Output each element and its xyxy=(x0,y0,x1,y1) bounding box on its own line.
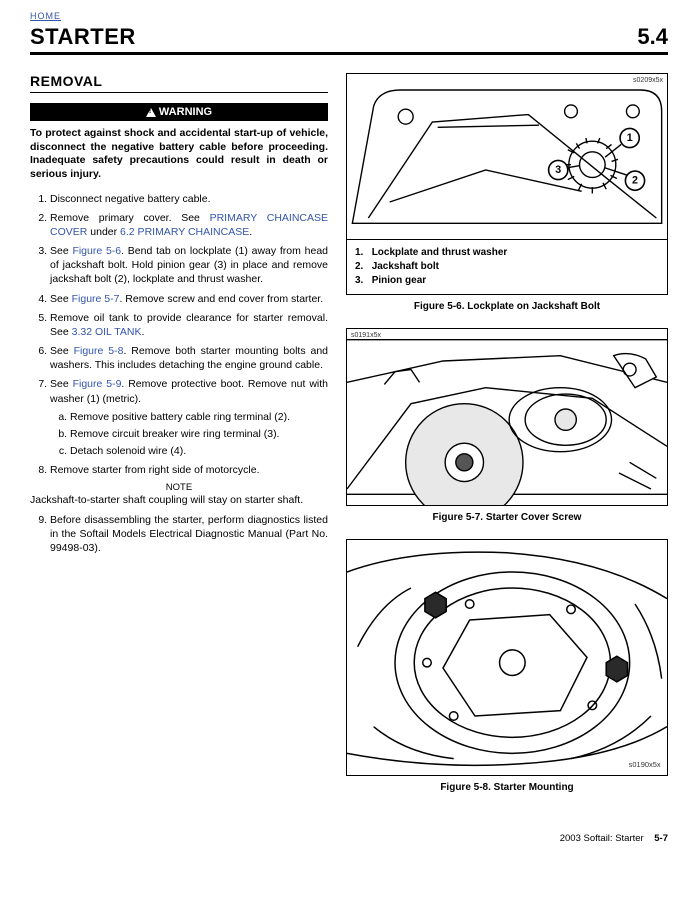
svg-text:2: 2 xyxy=(632,175,638,187)
section-number: 5.4 xyxy=(637,24,668,50)
note-text: Jackshaft-to-starter shaft coupling will… xyxy=(30,493,328,507)
xref-oil-tank[interactable]: 3.32 OIL TANK xyxy=(72,326,142,338)
figure-5-8: s0190x5x xyxy=(346,539,668,776)
xref-fig-5-9[interactable]: Figure 5-9 xyxy=(73,378,122,390)
step-3: See Figure 5-6. Bend tab on lockplate (1… xyxy=(50,244,328,287)
svg-text:3: 3 xyxy=(555,164,561,176)
step-1: Disconnect negative battery cable. xyxy=(50,192,328,206)
fig-code-5-6: s0209x5x xyxy=(633,77,663,84)
page-header: STARTER 5.4 xyxy=(30,24,668,55)
warning-triangle-icon xyxy=(146,108,156,117)
step-7: See Figure 5-9. Remove protective boot. … xyxy=(50,377,328,458)
chapter-title: STARTER xyxy=(30,24,136,50)
svg-text:1: 1 xyxy=(627,132,633,144)
step-4: See Figure 5-7. Remove screw and end cov… xyxy=(50,292,328,306)
xref-fig-5-8[interactable]: Figure 5-8 xyxy=(74,345,124,357)
step-5: Remove oil tank to provide clearance for… xyxy=(50,311,328,339)
note-label: NOTE xyxy=(30,482,328,493)
fig-5-6-legend: 1. Lockplate and thrust washer 2. Jacksh… xyxy=(347,239,667,294)
step-2: Remove primary cover. See PRIMARY CHAINC… xyxy=(50,211,328,239)
fig-5-8-drawing: s0190x5x xyxy=(347,540,667,775)
fig-code-5-8: s0190x5x xyxy=(629,761,661,770)
fig-5-8-caption: Figure 5-8. Starter Mounting xyxy=(346,782,668,793)
xref-fig-5-6[interactable]: Figure 5-6 xyxy=(72,245,121,257)
warning-bar: WARNING xyxy=(30,103,328,121)
home-link[interactable]: HOME xyxy=(30,11,61,21)
fig-code-5-7: s0191x5x xyxy=(351,332,381,339)
step-6: See Figure 5-8. Remove both starter moun… xyxy=(50,344,328,372)
xref-primary-chaincase[interactable]: 6.2 PRIMARY CHAINCASE xyxy=(120,226,249,238)
procedure-list: Disconnect negative battery cable. Remov… xyxy=(30,192,328,478)
fig-5-6-drawing: 1 2 3 xyxy=(347,74,667,239)
page-footer: 2003 Softail: Starter 5-7 xyxy=(30,833,668,844)
step-7a: Remove positive battery cable ring termi… xyxy=(70,410,328,424)
step-7c: Detach solenoid wire (4). xyxy=(70,444,328,458)
fig-5-7-drawing xyxy=(347,329,667,505)
warning-label: WARNING xyxy=(159,106,212,118)
subheading-removal: REMOVAL xyxy=(30,73,328,93)
fig-5-7-caption: Figure 5-7. Starter Cover Screw xyxy=(346,512,668,523)
warning-body: To protect against shock and accidental … xyxy=(30,127,328,182)
figure-5-7: s0191x5x xyxy=(346,328,668,506)
step-7b: Remove circuit breaker wire ring termina… xyxy=(70,427,328,441)
xref-fig-5-7[interactable]: Figure 5-7 xyxy=(72,293,120,305)
step-9: Before disassembling the starter, perfor… xyxy=(50,513,328,556)
step-8: Remove starter from right side of motorc… xyxy=(50,463,328,477)
figure-5-6: s0209x5x xyxy=(346,73,668,295)
fig-5-6-caption: Figure 5-6. Lockplate on Jackshaft Bolt xyxy=(346,301,668,312)
